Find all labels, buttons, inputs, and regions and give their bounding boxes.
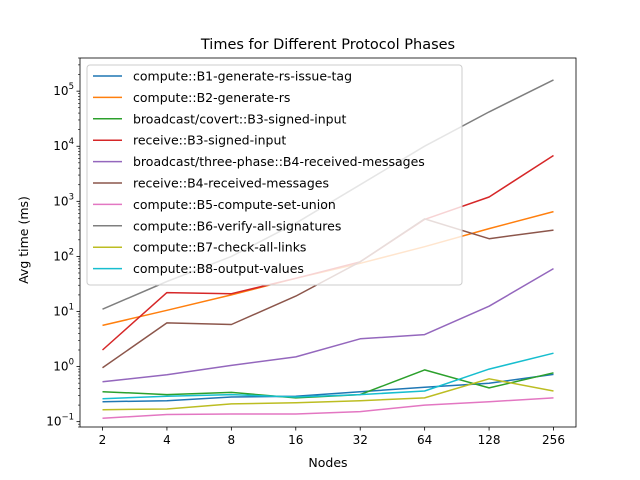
y-tick-label: 101 bbox=[53, 302, 74, 318]
series-line-10 bbox=[102, 352, 554, 400]
plot-frame bbox=[79, 57, 577, 428]
series-line-1 bbox=[102, 373, 554, 403]
x-tick-label: 2 bbox=[99, 433, 107, 447]
x-axis-label: Nodes bbox=[308, 455, 347, 470]
legend-label: receive::B3-signed-input bbox=[133, 133, 286, 148]
y-axis-label: Avg time (ms) bbox=[16, 196, 31, 284]
x-tick-label: 128 bbox=[478, 433, 501, 447]
x-tick-label: 8 bbox=[228, 433, 236, 447]
x-tick-label: 16 bbox=[288, 433, 303, 447]
legend-label: compute::B8-output-values bbox=[133, 261, 304, 276]
y-tick-label: 104 bbox=[53, 137, 74, 153]
y-tick-label: 102 bbox=[53, 247, 74, 263]
legend: compute::B1-generate-rs-issue-tagcompute… bbox=[86, 64, 463, 286]
series-line-9 bbox=[102, 378, 554, 411]
x-tick-label: 32 bbox=[353, 433, 368, 447]
legend-label: compute::B5-compute-set-union bbox=[133, 197, 336, 212]
axes: 2 4 8 16 32 64 128 256 10−1 100 101 102 103 104 105 bbox=[46, 57, 577, 447]
legend-label: compute::B2-generate-rs bbox=[133, 90, 290, 105]
legend-box bbox=[86, 64, 463, 286]
x-tick-label: 4 bbox=[163, 433, 171, 447]
legend-label: compute::B6-verify-all-signatures bbox=[133, 218, 341, 233]
legend-label: compute::B7-check-all-links bbox=[133, 240, 306, 255]
y-tick-label: 103 bbox=[53, 192, 74, 208]
chart-title: Times for Different Protocol Phases bbox=[200, 37, 455, 53]
series-line-5 bbox=[102, 267, 554, 383]
series-line-7 bbox=[102, 397, 554, 420]
x-tick-label: 256 bbox=[542, 433, 565, 447]
y-tick-label: 100 bbox=[53, 358, 74, 374]
y-tick-label: 10−1 bbox=[46, 413, 74, 429]
y-tick-label: 105 bbox=[53, 82, 74, 98]
legend-label: receive::B4-received-messages bbox=[133, 176, 329, 191]
legend-label: compute::B1-generate-rs-issue-tag bbox=[133, 69, 352, 84]
legend-label: broadcast/three-phase::B4-received-messa… bbox=[133, 154, 425, 169]
x-tick-label: 64 bbox=[417, 433, 432, 447]
legend-label: broadcast/covert::B3-signed-input bbox=[133, 111, 347, 126]
